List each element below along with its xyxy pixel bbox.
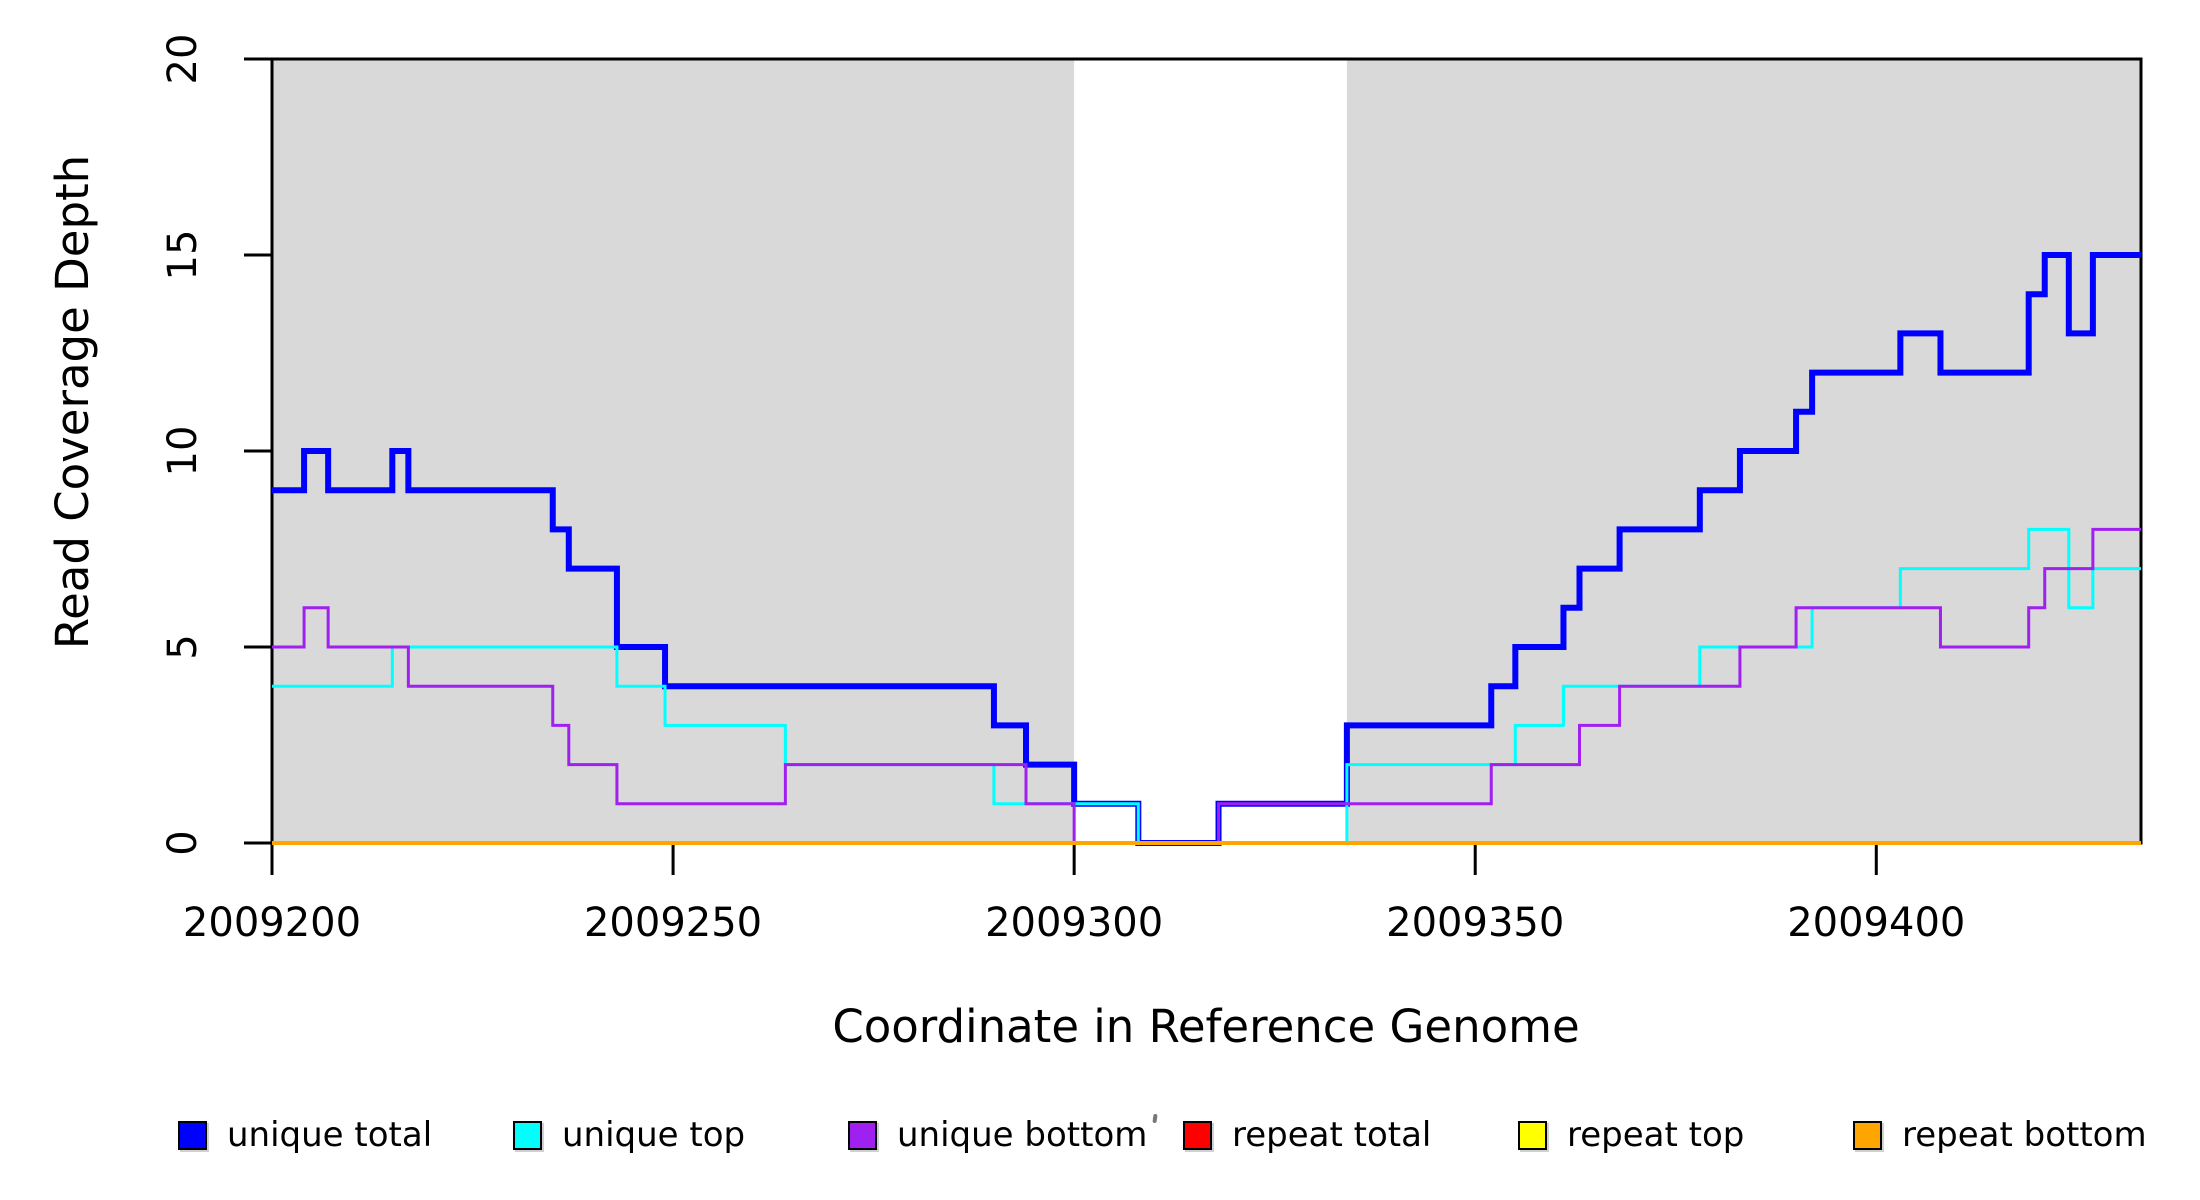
y-tick-label: 15	[160, 230, 206, 281]
legend-item-repeat-top: repeat top	[1518, 1113, 1744, 1157]
legend-item-unique-bottom: unique bottom	[848, 1113, 1147, 1157]
legend-swatch-unique-top	[513, 1120, 542, 1150]
series-line-unique-bottom	[272, 527, 2141, 845]
x-tick-label: 2009300	[985, 900, 1163, 946]
series-line-unique-top	[272, 527, 2141, 845]
legend-swatch-unique-bottom	[848, 1120, 877, 1150]
y-tick-label: 5	[160, 634, 206, 659]
x-tick-label: 2009200	[183, 900, 361, 946]
y-axis-title: Read Coverage Depth	[46, 155, 99, 649]
legend-label: repeat top	[1567, 1115, 1745, 1155]
legend-swatch-repeat-bottom	[1853, 1120, 1882, 1150]
legend-swatch-repeat-top	[1518, 1120, 1547, 1150]
legend-item-repeat-total: repeat total	[1183, 1113, 1431, 1157]
legend-label: unique bottom	[897, 1115, 1148, 1155]
x-tick-label: 2009350	[1386, 900, 1564, 946]
y-tick-label: 10	[160, 426, 206, 477]
legend-swatch-unique-total	[178, 1120, 207, 1150]
legend-label: unique top	[562, 1115, 746, 1155]
legend: unique total unique top unique bottom repea…	[0, 1113, 2200, 1173]
legend-item-unique-top: unique top	[513, 1113, 745, 1157]
legend-label: repeat bottom	[1902, 1115, 2147, 1155]
x-tick-label: 2009250	[584, 900, 762, 946]
legend-label: unique total	[227, 1115, 433, 1155]
legend-item-unique-total: unique total	[178, 1113, 432, 1157]
x-axis-title: Coordinate in Reference Genome	[832, 1000, 1579, 1053]
y-tick-label: 0	[160, 830, 206, 855]
legend-item-repeat-bottom: repeat bottom	[1853, 1113, 2147, 1157]
x-tick-label: 2009400	[1787, 900, 1965, 946]
series-lines	[272, 252, 2141, 846]
y-tick-label: 20	[160, 34, 206, 85]
series-line-unique-total	[272, 252, 2141, 846]
axes: 0 5 10 15 20 2009200 2009250 2009300 2009350 2009…	[160, 34, 1965, 946]
legend-label: repeat total	[1232, 1115, 1432, 1155]
legend-swatch-repeat-total	[1183, 1120, 1212, 1150]
